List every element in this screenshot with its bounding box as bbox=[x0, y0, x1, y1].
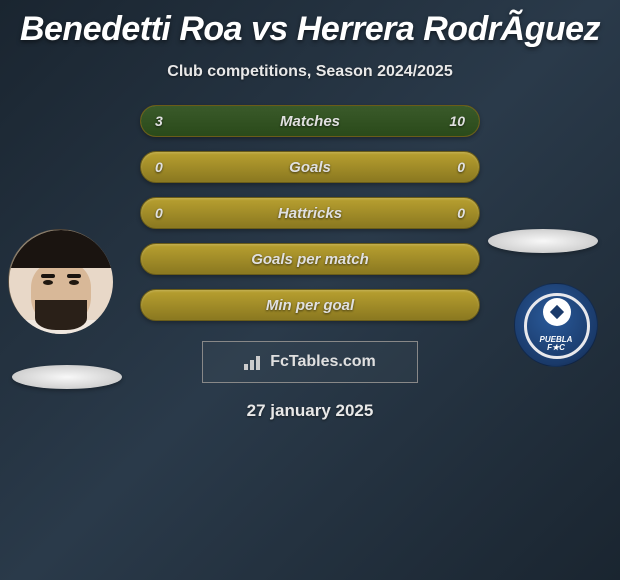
stat-bar: Goals per match bbox=[140, 243, 480, 275]
comparison-card: Benedetti Roa vs Herrera RodrÃ­guez Club… bbox=[0, 0, 620, 421]
player-right-club-badge: PUEBLA F★C bbox=[514, 283, 598, 367]
stat-value-left: 0 bbox=[155, 205, 163, 221]
stat-bar: 0 0 Hattricks bbox=[140, 197, 480, 229]
comparison-body: PUEBLA F★C 310Matches00Goals00HattricksG… bbox=[0, 105, 620, 321]
stat-label: Goals bbox=[289, 159, 331, 176]
player-left-club-placeholder bbox=[12, 365, 122, 389]
stat-bar: 3 10 Matches bbox=[140, 105, 480, 137]
stat-label: Hattricks bbox=[278, 205, 342, 222]
date: 27 january 2025 bbox=[247, 401, 374, 421]
stat-value-left: 3 bbox=[155, 113, 163, 129]
bars-chart-icon bbox=[244, 354, 264, 370]
avatar-face-icon bbox=[9, 230, 113, 334]
watermark-text: FcTables.com bbox=[270, 353, 376, 371]
stat-value-right: 0 bbox=[457, 159, 465, 175]
stat-value-right: 0 bbox=[457, 205, 465, 221]
stat-fill-left bbox=[141, 106, 219, 136]
badge-ball-icon bbox=[543, 298, 571, 326]
stat-value-right: 10 bbox=[449, 113, 465, 129]
stat-value-left: 0 bbox=[155, 159, 163, 175]
title: Benedetti Roa vs Herrera RodrÃ­guez bbox=[20, 10, 600, 49]
badge-line2: F★C bbox=[547, 343, 565, 352]
stat-bar: 0 0 Goals bbox=[140, 151, 480, 183]
subtitle: Club competitions, Season 2024/2025 bbox=[167, 63, 452, 81]
player-right-avatar-placeholder bbox=[488, 229, 598, 253]
stat-label: Matches bbox=[280, 113, 340, 130]
stat-label: Min per goal bbox=[266, 297, 354, 314]
stat-bars: 3 10 Matches 0 0 Goals 0 0 Hattricks Goals per ma… bbox=[140, 105, 480, 321]
stat-label: Goals per match bbox=[251, 251, 369, 268]
badge-text: PUEBLA F★C bbox=[515, 336, 597, 352]
watermark: FcTables.com bbox=[202, 341, 418, 383]
player-left-avatar bbox=[8, 229, 112, 333]
stat-fill-right bbox=[219, 106, 479, 136]
stat-bar: Min per goal bbox=[140, 289, 480, 321]
